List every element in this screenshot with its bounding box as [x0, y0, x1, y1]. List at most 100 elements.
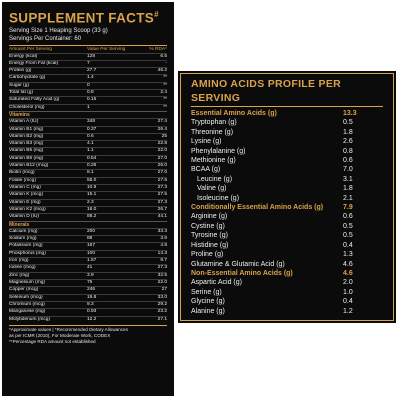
nutrient-row: Vitamin E (mg) 2.3 27.3 [9, 198, 167, 206]
nutrient-value: 4.1 [87, 141, 94, 147]
nutrient-name: Total fat (g) [9, 90, 33, 96]
amino-value: 0.6 [343, 213, 353, 221]
nutrient-row: Energy From Fat (kcal) 7 - [9, 59, 167, 67]
divider [191, 106, 383, 107]
amino-row: Arginine (g) 0.6 [191, 212, 383, 221]
nutrient-name: Iron (mg) [9, 258, 29, 264]
footnote-1: *Approximate values | *Recommended Dieta… [9, 326, 128, 332]
header-value: Value Per Serving [87, 46, 126, 52]
amino-name: Essential Amino Acids (g) [191, 110, 277, 117]
amino-row: Alanine (g) 1.2 [191, 307, 383, 316]
nutrient-rda: 23.2 [157, 309, 167, 315]
amino-name: Glycine (g) [191, 298, 225, 306]
amino-name: Arginine (g) [191, 213, 228, 221]
nutrient-row: Vitamin D (IU) 88.2 44.1 [9, 213, 167, 220]
amino-name: Threonine (g) [191, 128, 234, 136]
amino-value: 7.9 [343, 204, 353, 212]
amino-name: Tyrosine (g) [191, 232, 228, 240]
nutrient-name: Vitamin B6 (mg) [9, 155, 44, 161]
nutrient-rda: 33.0 [157, 294, 167, 300]
amino-name: Non-Essential Amino Acids (g) [191, 269, 293, 277]
minerals-list: Calcium (mg) 200 33.3 Sodium (mg) 88 3.6 Potas… [9, 227, 167, 323]
nutrient-row: Vitamin C (mg) 10.9 27.3 [9, 184, 167, 191]
nutrient-name: Vitamin B12 (mcg) [9, 163, 49, 169]
nutrient-name: Vitamin K2 (mcg) [9, 206, 46, 212]
nutrient-row: Vitamin B6 (mg) 0.54 27.0 [9, 154, 167, 162]
nutrient-rda: 22.0 [157, 279, 167, 285]
macros-list: Energy (kcal) 128 6.5 Energy From Fat (kcal… [9, 52, 167, 112]
amino-value: 1.0 [343, 288, 353, 296]
nutrient-row: Folate (mcg) 55.0 27.5 [9, 176, 167, 184]
nutrient-value: 41 [87, 265, 93, 271]
nutrient-rda: - [165, 60, 167, 66]
amino-name: Leucine (g) [197, 175, 233, 183]
nutrient-name: Molybdenum (mcg) [9, 316, 51, 322]
vitamins-heading: Vitamins [9, 111, 167, 118]
nutrient-rda: 46.2 [157, 68, 167, 74]
nutrient-row: Sodium (mg) 88 3.6 [9, 235, 167, 242]
amino-row: Methionine (g) 0.6 [191, 156, 383, 165]
nutrient-rda: 22.0 [157, 148, 167, 154]
amino-value: 1.2 [343, 307, 353, 315]
nutrient-rda: 25 [161, 133, 167, 139]
nutrient-rda: 22.8 [157, 141, 167, 147]
nutrient-value: 100 [87, 250, 96, 256]
amino-value: 2.6 [343, 138, 353, 146]
amino-acids-title: AMINO ACIDS PROFILE PER SERVING [191, 78, 342, 104]
nutrient-rda: 27.4 [157, 119, 167, 125]
nutrient-name: Sodium (mg) [9, 236, 37, 242]
nutrient-rda: 27 [161, 287, 167, 293]
nutrient-value: 8.1 [87, 170, 94, 176]
footnote-2: as per ICMR (2010), For Moderate Work, C… [9, 333, 111, 339]
serving-size: Serving Size 1 Heaping Scoop (33 g) [9, 27, 108, 34]
amino-name: Isoleucine (g) [197, 194, 240, 202]
nutrient-value: 0 [87, 82, 90, 88]
nutrient-value: 0.8 [87, 90, 94, 96]
nutrient-value: 12.2 [87, 316, 97, 322]
nutrient-name: Folate (mcg) [9, 177, 36, 183]
amino-value: 0.6 [343, 157, 353, 165]
amino-row: Tyrosine (g) 0.5 [191, 231, 383, 240]
supplement-facts-title-text: SUPPLEMENT FACTS [9, 10, 155, 26]
amino-value: 1.8 [343, 185, 353, 193]
nutrient-row: Calcium (mg) 200 33.3 [9, 227, 167, 235]
nutrient-value: 55.0 [87, 177, 97, 183]
nutrient-rda: ** [163, 104, 167, 110]
nutrient-value: 0.15 [87, 97, 97, 103]
nutrient-row: Vitamin B5 (mg) 1.1 22.0 [9, 147, 167, 154]
nutrient-name: Selenium (mcg) [9, 294, 43, 300]
amino-value: 0.5 [343, 232, 353, 240]
nutrient-value: 167 [87, 243, 96, 249]
footnote-3: **Percentage RDA amount not established [9, 339, 96, 345]
nutrient-value: 3.9 [87, 272, 94, 278]
nutrient-row: Molybdenum (mcg) 12.2 27.1 [9, 315, 167, 323]
amino-name: Proline (g) [191, 251, 224, 259]
amino-row: Glutamine & Glutamic Acid (g) 4.6 [191, 260, 383, 269]
divider [9, 44, 167, 46]
nutrient-name: Vitamin A (IU) [9, 119, 39, 125]
nutrient-rda: ** [163, 97, 167, 103]
nutrient-rda: 26.7 [157, 206, 167, 212]
amino-value: 3.1 [343, 175, 353, 183]
nutrient-name: Vitamin B1 (mg) [9, 126, 44, 132]
nutrient-row: Biotin (mcg) 8.1 27.0 [9, 169, 167, 176]
nutrient-value: 0.6 [87, 133, 94, 139]
nutrient-rda: 6.5 [160, 53, 167, 59]
amino-value: 0.4 [343, 241, 353, 249]
amino-name: Cystine (g) [191, 222, 225, 230]
amino-name: Methionine (g) [191, 157, 236, 165]
amino-value: 0.4 [343, 298, 353, 306]
nutrient-value: 75 [87, 279, 93, 285]
nutrient-rda: 33.3 [157, 228, 167, 234]
amino-value: 2.0 [343, 279, 353, 287]
amino-acids-panel: AMINO ACIDS PROFILE PER SERVING Essentia… [178, 71, 396, 323]
amino-value: 1.8 [343, 128, 353, 136]
amino-name: Lysine (g) [191, 138, 222, 146]
amino-row: Glycine (g) 0.4 [191, 297, 383, 306]
minerals-heading: Minerals [9, 220, 167, 228]
nutrient-row: Vitamin K2 (mcg) 16.0 26.7 [9, 205, 167, 213]
nutrient-name: Biotin (mcg) [9, 170, 35, 176]
nutrient-row: Vitamin B12 (mcg) 0.26 26.0 [9, 162, 167, 169]
nutrient-row: Selenium (mcg) 19.8 33.0 [9, 293, 167, 301]
supplement-facts-title: SUPPLEMENT FACTS# [9, 7, 167, 27]
